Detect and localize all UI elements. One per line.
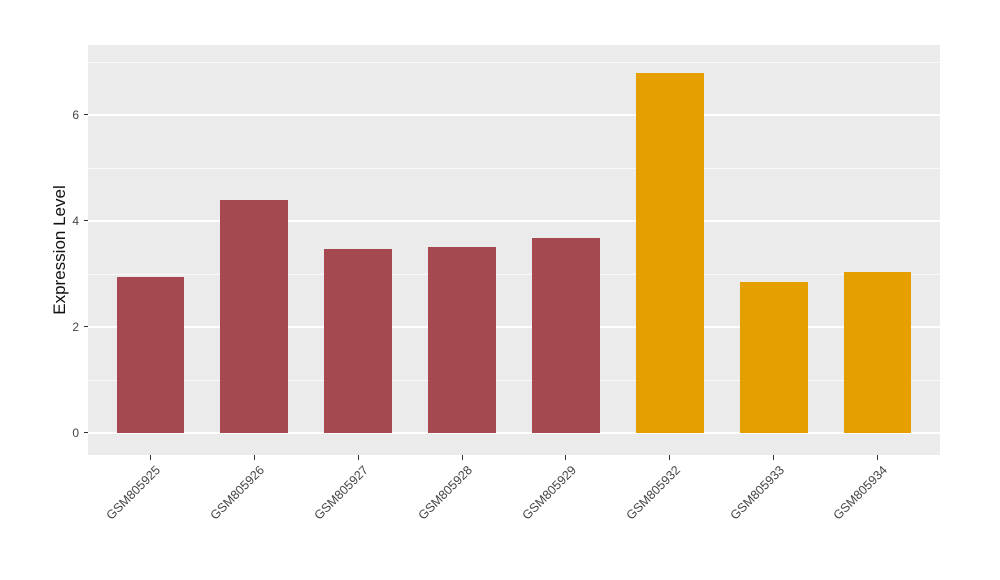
x-tick-mark bbox=[773, 455, 775, 460]
x-tick-mark bbox=[877, 455, 879, 460]
bar bbox=[428, 246, 496, 433]
gridline-major bbox=[88, 114, 940, 116]
y-tick-mark bbox=[83, 326, 88, 328]
bar bbox=[843, 271, 912, 433]
bar bbox=[739, 281, 808, 433]
gridline-major bbox=[88, 326, 940, 328]
x-axis-label: GSM805933 bbox=[727, 463, 787, 523]
y-tick-label: 0 bbox=[72, 425, 79, 440]
x-tick-mark bbox=[357, 455, 359, 460]
chart-panel bbox=[88, 45, 940, 455]
y-tick-label: 6 bbox=[72, 107, 79, 122]
x-axis-label: GSM805928 bbox=[415, 463, 475, 523]
x-tick-mark bbox=[565, 455, 567, 460]
x-tick-mark bbox=[253, 455, 255, 460]
bar bbox=[220, 199, 288, 433]
y-tick-label: 4 bbox=[72, 213, 79, 228]
x-tick-mark bbox=[461, 455, 463, 460]
x-axis-label: GSM805929 bbox=[519, 463, 579, 523]
y-tick-mark bbox=[83, 432, 88, 434]
bar bbox=[116, 277, 185, 433]
bar bbox=[636, 72, 704, 433]
y-tick-mark bbox=[83, 114, 88, 116]
y-tick-label: 2 bbox=[72, 319, 79, 334]
bar bbox=[532, 237, 600, 433]
x-axis-label: GSM805927 bbox=[311, 463, 372, 523]
bar bbox=[324, 248, 392, 433]
gridline-major bbox=[88, 431, 940, 434]
x-axis-label: GSM805934 bbox=[831, 463, 891, 523]
gridline-minor bbox=[88, 379, 940, 381]
y-axis-title: Expression Level bbox=[50, 185, 69, 315]
x-axis-label: GSM805925 bbox=[103, 463, 164, 523]
gridline-minor bbox=[88, 273, 940, 275]
gridline-minor bbox=[88, 61, 940, 63]
y-tick-mark bbox=[83, 220, 88, 222]
x-axis-label: GSM805926 bbox=[207, 463, 268, 523]
x-axis-label: GSM805932 bbox=[623, 463, 683, 523]
x-tick-mark bbox=[149, 455, 151, 460]
gridline-minor bbox=[88, 167, 940, 169]
x-tick-mark bbox=[669, 455, 671, 460]
gridline-major bbox=[88, 220, 940, 222]
